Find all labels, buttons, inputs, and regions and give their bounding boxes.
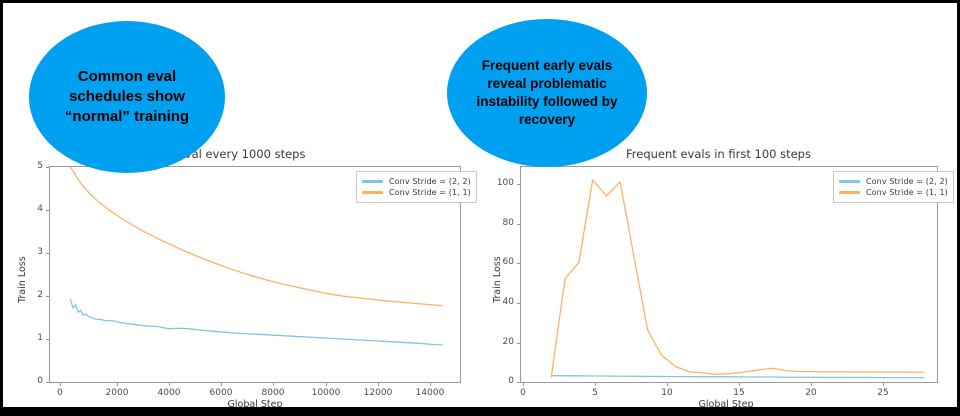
x-tickmark-right-2 [667,383,668,386]
x-tickmark-left-1 [117,383,118,386]
legend-swatch-stride-22 [839,180,860,183]
x-tickmark-left-7 [430,383,431,386]
legend-swatch-stride-11 [362,191,383,194]
y-tick-right-3: 60 [502,257,514,267]
y-tickmark-right-0 [517,382,520,383]
legend-left: Conv Stride = (2, 2) Conv Stride = (1, 1… [356,171,477,203]
y-tick-right-1: 20 [502,337,514,347]
charts-row: Eval every 1000 steps Train Loss 0 1 2 3… [3,3,957,407]
y-tickmark-left-3 [46,253,49,254]
plot-area-right [520,166,938,383]
x-tick-right-0: 0 [520,388,526,398]
x-tickmark-left-3 [221,383,222,386]
x-axis-label-right: Global Step [698,399,754,410]
legend-swatch-stride-11 [839,191,860,194]
x-tickmark-left-0 [60,383,61,386]
y-tickmark-left-1 [46,339,49,340]
x-tickmark-right-5 [883,383,884,386]
plot-svg-left [69,167,443,346]
callout-left-text: Common eval schedules show “normal” trai… [64,68,190,125]
y-tick-right-2: 40 [502,297,514,307]
legend-item-stride-22: Conv Stride = (2, 2) [839,176,948,187]
series-line-stride-22-right [550,374,924,379]
x-tickmark-left-4 [273,383,274,386]
y-tickmark-right-5 [517,184,520,185]
callout-left-body: Common eval schedules show “normal” trai… [29,21,225,173]
callout-right-body: Frequent early evals reveal problematic … [447,19,647,167]
x-tick-left-1: 2000 [105,388,129,398]
y-tick-right-0: 0 [508,376,514,386]
x-tick-left-3: 6000 [209,388,233,398]
x-tickmark-right-4 [811,383,812,386]
y-tick-left-0: 0 [37,376,43,386]
chart-title-left: Eval every 1000 steps [177,147,306,161]
series-line-stride-11-left [69,167,443,307]
chart-panel-left: Eval every 1000 steps Train Loss 0 1 2 3… [3,3,480,407]
legend-label-stride-11: Conv Stride = (1, 1) [389,188,471,197]
y-tick-left-5: 5 [37,161,43,171]
x-tickmark-right-3 [739,383,740,386]
plot-area-left [49,166,461,383]
callout-right: Frequent early evals reveal problematic … [447,19,647,167]
legend-label-stride-22: Conv Stride = (2, 2) [866,177,948,186]
legend-swatch-stride-22 [362,180,383,183]
legend-right: Conv Stride = (2, 2) Conv Stride = (1, 1… [833,171,954,203]
x-tick-right-3: 15 [733,388,745,398]
x-tick-left-0: 0 [57,388,63,398]
chart-panel-right: Frequent evals in first 100 steps Train … [480,3,957,407]
legend-item-stride-11: Conv Stride = (1, 1) [362,187,471,198]
y-tickmark-right-4 [517,224,520,225]
x-tickmark-left-6 [378,383,379,386]
y-tick-left-3: 3 [37,247,43,257]
x-tick-right-4: 20 [805,388,817,398]
x-axis-label-left: Global Step [227,399,283,410]
y-tickmark-right-2 [517,303,520,304]
chart-title-right: Frequent evals in first 100 steps [626,147,811,161]
series-line-stride-22-left [69,298,443,346]
x-tickmark-left-5 [326,383,327,386]
x-tick-left-4: 8000 [261,388,285,398]
series-line-stride-11-right [550,179,924,378]
y-tickmark-left-0 [46,382,49,383]
x-tick-left-6: 12000 [363,388,393,398]
x-tick-right-1: 5 [592,388,598,398]
legend-label-stride-22: Conv Stride = (2, 2) [389,177,471,186]
x-tick-left-5: 10000 [311,388,341,398]
y-tickmark-left-5 [46,167,49,168]
x-tick-left-7: 14000 [415,388,445,398]
x-tick-right-5: 25 [877,388,889,398]
y-tickmark-right-3 [517,263,520,264]
y-tick-left-4: 4 [37,204,43,214]
x-tick-left-2: 4000 [157,388,181,398]
y-tick-right-5: 100 [496,178,514,188]
x-tickmark-right-1 [595,383,596,386]
callout-left: Common eval schedules show “normal” trai… [29,21,225,173]
legend-label-stride-11: Conv Stride = (1, 1) [866,188,948,197]
callout-right-text: Frequent early evals reveal problematic … [476,58,618,127]
y-tick-right-4: 80 [502,218,514,228]
x-tickmark-left-2 [169,383,170,386]
legend-item-stride-11: Conv Stride = (1, 1) [839,187,948,198]
y-tickmark-right-1 [517,343,520,344]
y-tickmark-left-4 [46,210,49,211]
y-tickmark-left-2 [46,296,49,297]
x-tick-right-2: 10 [661,388,673,398]
y-tick-left-2: 2 [37,290,43,300]
y-tick-left-1: 1 [37,333,43,343]
x-tickmark-right-0 [523,383,524,386]
plot-svg-right [550,179,924,379]
legend-item-stride-22: Conv Stride = (2, 2) [362,176,471,187]
